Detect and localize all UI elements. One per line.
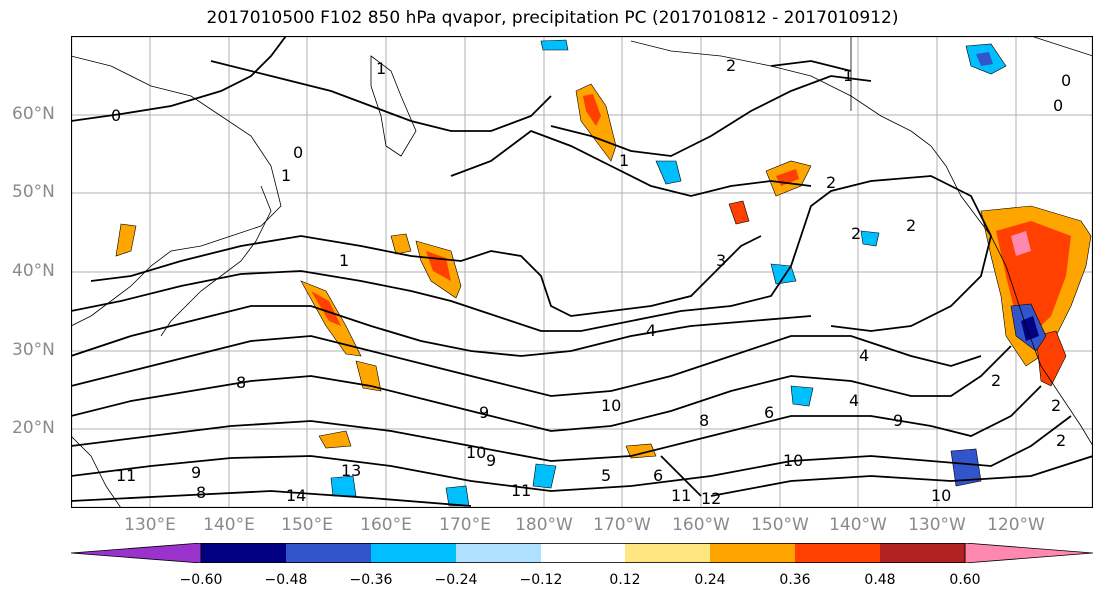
lat-label-30n: 30°N bbox=[12, 340, 55, 360]
contour-label: 10 bbox=[601, 396, 621, 415]
colorbar-tick-label: −0.24 bbox=[434, 572, 478, 588]
contour-label: 2 bbox=[991, 371, 1001, 390]
contour-label: 1 bbox=[619, 151, 629, 170]
contour-label: 0 bbox=[1053, 96, 1063, 115]
lon-label-170w: 170°W bbox=[593, 515, 651, 535]
coastlines bbox=[71, 36, 1093, 508]
colorbar-segment bbox=[456, 543, 541, 563]
lon-label-150e: 150°E bbox=[281, 515, 333, 535]
lon-label-140w: 140°W bbox=[829, 515, 887, 535]
contour-label: 1 bbox=[843, 66, 853, 85]
colorbar-segment bbox=[286, 543, 371, 563]
contour-label: 5 bbox=[601, 466, 611, 485]
contour-label: 0 bbox=[293, 143, 303, 162]
colorbar-segment bbox=[371, 543, 456, 563]
contour-label: 9 bbox=[486, 451, 496, 470]
lon-label-180w: 180°W bbox=[515, 515, 573, 535]
contour-label: 8 bbox=[196, 483, 206, 502]
qvapor-contours bbox=[71, 36, 1093, 507]
colorbar-tick-label: 0.48 bbox=[864, 572, 896, 588]
map-canvas[interactable]: 0 2 1 0 0 1 0 1 2 1 2 2 2 3 1 4 4 4 6 8 … bbox=[71, 36, 1093, 508]
colorbar-frame bbox=[200, 543, 966, 563]
colorbar-segment bbox=[710, 543, 795, 563]
colorbar-segment bbox=[71, 543, 202, 563]
contour-label: 9 bbox=[479, 403, 489, 422]
contour-label: 1 bbox=[281, 166, 291, 185]
contour-label: 2 bbox=[851, 224, 861, 243]
contour-label: 2 bbox=[826, 173, 836, 192]
contour-label: 2 bbox=[1051, 396, 1061, 415]
precipitation-shading bbox=[115, 83, 1092, 459]
lon-label-120w: 120°W bbox=[987, 515, 1045, 535]
lat-label-40n: 40°N bbox=[12, 261, 55, 281]
contour-label: 9 bbox=[191, 463, 201, 482]
contour-label: 6 bbox=[764, 403, 774, 422]
colorbar-segment bbox=[625, 543, 710, 563]
colorbar-tick-label: 0.36 bbox=[779, 572, 811, 588]
contour-label: 10 bbox=[783, 451, 803, 470]
colorbar-segment bbox=[880, 543, 965, 563]
colorbar-segment bbox=[201, 543, 286, 563]
contour-label: 3 bbox=[716, 251, 726, 270]
colorbar-segment bbox=[795, 543, 880, 563]
contour-label: 11 bbox=[511, 481, 531, 500]
colorbar-tick-label: 0.24 bbox=[694, 572, 726, 588]
colorbar-segment bbox=[541, 543, 625, 563]
negative-precipitation-shading bbox=[330, 39, 1047, 507]
contour-label: 2 bbox=[906, 216, 916, 235]
lon-label-170e: 170°E bbox=[439, 515, 491, 535]
contour-label: 14 bbox=[286, 486, 306, 505]
contour-label: 4 bbox=[646, 321, 656, 340]
contour-label: 11 bbox=[671, 486, 691, 505]
lon-label-160w: 160°W bbox=[672, 515, 730, 535]
colorbar-segment bbox=[964, 543, 1093, 563]
contour-label: 6 bbox=[653, 466, 663, 485]
lon-label-130w: 130°W bbox=[908, 515, 966, 535]
lon-label-160e: 160°E bbox=[360, 515, 412, 535]
colorbar-tick-label: 0.12 bbox=[609, 572, 641, 588]
contour-label: 13 bbox=[341, 461, 361, 480]
contour-label: 4 bbox=[849, 391, 859, 410]
contour-label: 1 bbox=[376, 59, 386, 78]
map-title: 2017010500 F102 850 hPa qvapor, precipit… bbox=[206, 8, 899, 28]
colorbar-tick-label: 0.60 bbox=[949, 572, 981, 588]
colorbar-tick-label: −0.60 bbox=[179, 572, 223, 588]
contour-label: 11 bbox=[116, 466, 136, 485]
colorbar-tick-label: −0.12 bbox=[519, 572, 563, 588]
lon-label-130e: 130°E bbox=[124, 515, 176, 535]
contour-label: 2 bbox=[726, 56, 736, 75]
lon-label-150w: 150°W bbox=[751, 515, 809, 535]
colorbar-tick-label: −0.36 bbox=[349, 572, 393, 588]
contour-label: 4 bbox=[859, 346, 869, 365]
contour-label: 12 bbox=[701, 489, 721, 508]
colorbar bbox=[71, 543, 1093, 563]
contour-label: 10 bbox=[466, 443, 486, 462]
contour-label: 1 bbox=[339, 251, 349, 270]
contour-label: 9 bbox=[893, 411, 903, 430]
contour-label: 0 bbox=[1061, 71, 1071, 90]
map-frame bbox=[71, 36, 1093, 508]
contour-labels: 0 2 1 0 0 1 0 1 2 1 2 2 2 3 1 4 4 4 6 8 … bbox=[111, 56, 1071, 508]
lat-label-20n: 20°N bbox=[12, 418, 55, 438]
lon-label-140e: 140°E bbox=[203, 515, 255, 535]
contour-label: 0 bbox=[111, 106, 121, 125]
lat-label-60n: 60°N bbox=[12, 104, 55, 124]
lat-label-50n: 50°N bbox=[12, 182, 55, 202]
colorbar-tick-label: −0.48 bbox=[264, 572, 308, 588]
contour-label: 8 bbox=[699, 411, 709, 430]
contour-label: 10 bbox=[931, 486, 951, 505]
contour-label: 2 bbox=[1056, 431, 1066, 450]
map-panel[interactable]: 0 2 1 0 0 1 0 1 2 1 2 2 2 3 1 4 4 4 6 8 … bbox=[71, 36, 1093, 508]
contour-label: 8 bbox=[236, 373, 246, 392]
